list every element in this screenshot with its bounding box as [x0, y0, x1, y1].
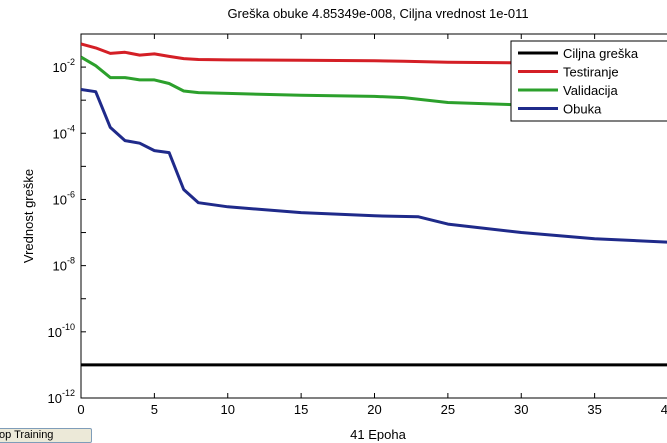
legend: Ciljna greška Testiranje Validacija Obuka	[510, 40, 667, 122]
x-tick-label: 10	[221, 402, 235, 417]
x-tick-label: 15	[294, 402, 308, 417]
x-axis: 0 5 10 15 20 25 30 35 40	[77, 34, 667, 417]
x-tick-label: 5	[151, 402, 158, 417]
x-tick-label: 20	[367, 402, 381, 417]
y-tick-label: 10-4	[53, 123, 75, 141]
legend-label: Obuka	[563, 102, 602, 117]
chart-title: Greška obuke 4.85349e-008, Ciljna vredno…	[227, 6, 528, 21]
y-tick-label: 10-8	[53, 256, 75, 274]
legend-label: Ciljna greška	[563, 46, 639, 61]
y-tick-label: 10-10	[48, 322, 75, 340]
x-tick-label: 0	[77, 402, 84, 417]
y-tick-label: 10-6	[53, 189, 75, 207]
y-tick-label: 10-12	[48, 388, 75, 406]
series-line-2	[81, 55, 667, 107]
y-axis-label: Vrednost greške	[21, 169, 36, 263]
series-line-3	[81, 88, 667, 244]
legend-label: Testiranje	[563, 65, 619, 80]
legend-label: Validacija	[563, 83, 618, 98]
x-tick-label: 40	[661, 402, 667, 417]
series-group	[81, 42, 667, 367]
x-tick-label: 35	[587, 402, 601, 417]
y-tick-label: 10-2	[53, 57, 75, 75]
y-axis: 10-12 10-10 10-8 10-6 10-4 10-2	[48, 33, 86, 406]
series-line-1	[81, 42, 667, 65]
x-tick-label: 30	[514, 402, 528, 417]
x-tick-label: 25	[441, 402, 455, 417]
x-axis-label: 41 Epoha	[350, 427, 406, 441]
